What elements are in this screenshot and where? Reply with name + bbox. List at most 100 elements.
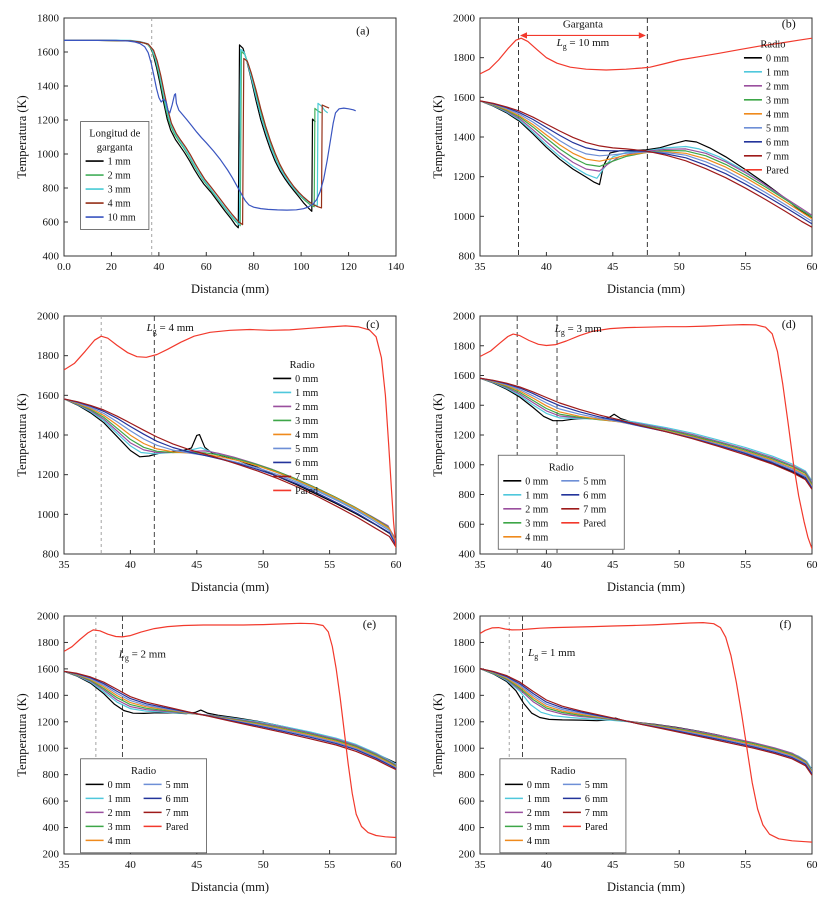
series-line-3-mm xyxy=(480,100,812,218)
y-tick-label: 1600 xyxy=(37,663,60,675)
y-axis-title: Temperatura (K) xyxy=(15,693,29,776)
series-line-Pared xyxy=(64,622,396,839)
legend-label: 0 mm xyxy=(525,476,548,487)
legend-box xyxy=(80,758,207,854)
legend-label: 1 mm xyxy=(295,388,318,399)
legend-label: Pared xyxy=(766,165,789,176)
y-tick-label: 1600 xyxy=(37,390,60,402)
y-tick-label: 2000 xyxy=(37,611,60,623)
legend-label: 2 mm xyxy=(525,504,548,515)
plot-border xyxy=(479,17,813,257)
y-tick-label: 600 xyxy=(459,519,476,531)
legend-label: 10 mm xyxy=(108,213,136,224)
x-tick-label: 55 xyxy=(324,559,336,571)
chart-panel-c: 35 40 45 50 55 60 800 1000 1200 1400 1600 1800 2000 L… xyxy=(12,306,408,598)
x-tick-label: 100 xyxy=(293,261,310,273)
chart-b: 35 40 45 50 55 60 800 1000 1200 1400 1600 1800 2000 G… xyxy=(431,13,818,297)
panel-label: (a) xyxy=(356,24,369,38)
y-tick-label: 1800 xyxy=(37,13,60,25)
x-tick-label: 35 xyxy=(475,859,487,871)
y-tick-label: 800 xyxy=(459,251,476,263)
legend-label: Pared xyxy=(585,822,608,833)
legend-label: 0 mm xyxy=(527,780,550,791)
y-tick-label: 2000 xyxy=(453,13,476,25)
series-line-4-mm xyxy=(480,100,812,220)
x-tick-label: 140 xyxy=(388,261,405,273)
y-tick-label: 600 xyxy=(459,796,476,808)
y-tick-label: 1600 xyxy=(453,92,476,104)
series-line-6-mm xyxy=(480,377,812,489)
y-tick-label: 400 xyxy=(459,822,476,834)
x-tick-label: 50 xyxy=(674,261,686,273)
y-tick-label: 1800 xyxy=(453,52,476,64)
x-tick-label: 50 xyxy=(258,559,270,571)
x-tick-label: 45 xyxy=(607,559,619,571)
annotation-label: Lg = 10 mm xyxy=(556,37,610,51)
legend-label: 5 mm xyxy=(583,476,606,487)
chart-d: 35 40 45 50 55 60 400 600 800 1000 1200 1400 1600 180… xyxy=(431,311,819,595)
x-tick-label: 40 xyxy=(125,859,137,871)
legend-label: 3 mm xyxy=(527,822,550,833)
y-tick-label: 800 xyxy=(43,549,60,561)
x-tick-label: 55 xyxy=(324,859,336,871)
y-tick-label: 1000 xyxy=(453,211,476,223)
series-line-4-mm xyxy=(64,39,330,226)
panel-label: (f) xyxy=(779,617,791,631)
y-tick-label: 1400 xyxy=(37,81,60,93)
x-tick-label: 60 xyxy=(807,559,819,571)
y-tick-label: 1200 xyxy=(37,716,60,728)
legend-label: 3 mm xyxy=(525,518,548,529)
x-tick-label: 50 xyxy=(674,559,686,571)
x-tick-label: 55 xyxy=(740,559,752,571)
series-line-5-mm xyxy=(480,377,812,488)
x-axis-title: Distancia (mm) xyxy=(607,880,685,894)
y-axis-title: Temperatura (K) xyxy=(431,95,445,178)
legend-label: 1 mm xyxy=(108,157,131,168)
y-tick-label: 200 xyxy=(43,849,60,861)
series-line-7-mm xyxy=(64,398,396,548)
y-tick-label: 1200 xyxy=(453,716,476,728)
legend-label: 5 mm xyxy=(766,123,789,134)
legend-label: 6 mm xyxy=(166,794,189,805)
series-group xyxy=(480,324,812,550)
series-line-1-mm xyxy=(64,39,316,229)
legend-label: 6 mm xyxy=(766,137,789,148)
series-group xyxy=(64,39,356,229)
legend-label: 7 mm xyxy=(583,504,606,515)
legend-label: Pared xyxy=(166,822,189,833)
y-axis-title: Temperatura (K) xyxy=(431,393,445,476)
x-tick-label: 0.0 xyxy=(57,261,71,273)
y-tick-label: 800 xyxy=(43,183,60,195)
y-tick-label: 1400 xyxy=(37,430,60,442)
y-tick-label: 1000 xyxy=(37,149,60,161)
panel-label: (b) xyxy=(782,17,796,31)
y-tick-label: 2000 xyxy=(453,311,476,323)
legend-box xyxy=(497,454,625,550)
legend-label: 1 mm xyxy=(108,794,131,805)
y-tick-label: 1400 xyxy=(453,400,476,412)
legend-label: 7 mm xyxy=(766,151,789,162)
chart-e: 35 40 45 50 55 60 200 400 600 800 1000 1200 1400 1600… xyxy=(15,611,402,895)
chart-f: 35 40 45 50 55 60 200 400 600 800 1000 1200 1400 1600… xyxy=(431,611,818,895)
arrowhead-right xyxy=(638,32,646,39)
legend-label: 2 mm xyxy=(527,808,550,819)
x-tick-label: 35 xyxy=(475,559,487,571)
legend-label: 3 mm xyxy=(295,416,318,427)
legend-label: 4 mm xyxy=(295,430,318,441)
legend-label: 4 mm xyxy=(527,836,550,847)
y-tick-label: 600 xyxy=(43,217,60,229)
legend-title: Radio xyxy=(290,360,315,371)
series-line-7-mm xyxy=(480,100,812,228)
x-tick-label: 40 xyxy=(153,261,165,273)
legend-title: Radio xyxy=(550,766,575,777)
y-tick-label: 1600 xyxy=(453,370,476,382)
y-tick-label: 1000 xyxy=(453,459,476,471)
annotation-label: Lg = 4 mm xyxy=(146,322,195,336)
annotation-label: Lg = 3 mm xyxy=(554,323,603,337)
y-tick-label: 1400 xyxy=(37,690,60,702)
y-tick-label: 1400 xyxy=(453,690,476,702)
x-tick-label: 120 xyxy=(340,261,357,273)
legend-title: Longitud de xyxy=(89,129,140,140)
